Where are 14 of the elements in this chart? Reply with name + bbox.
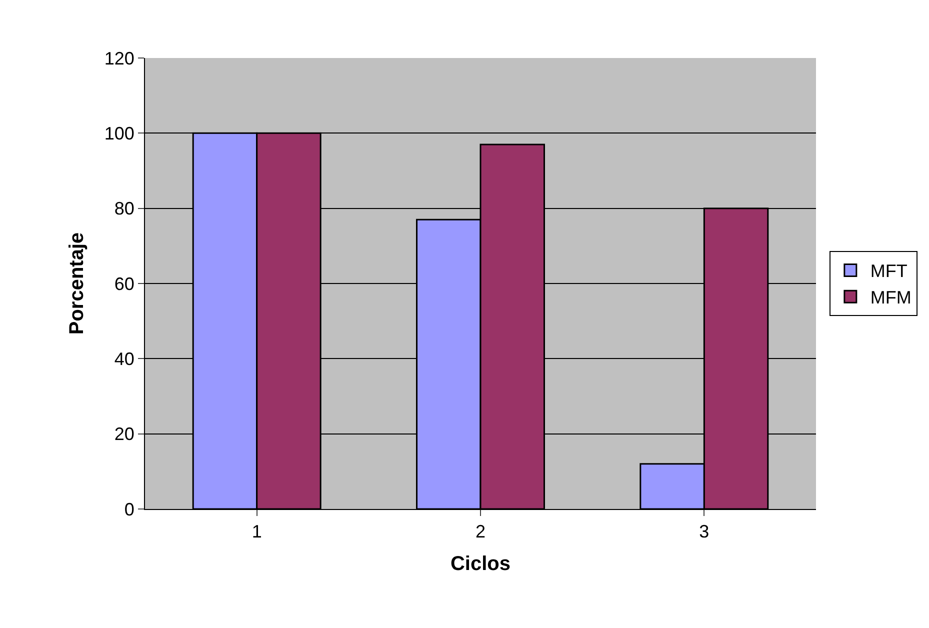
y-tick-label: 60 bbox=[114, 274, 134, 294]
x-axis-title: Ciclos bbox=[450, 553, 511, 576]
x-tick-label: 1 bbox=[252, 522, 262, 542]
y-tick-label: 40 bbox=[114, 348, 134, 369]
x-tick-label: 2 bbox=[475, 522, 486, 542]
legend-label: MFM bbox=[870, 288, 912, 308]
y-tick-label: 120 bbox=[104, 48, 134, 68]
y-axis-title: Porcentaje bbox=[66, 232, 88, 335]
legend-label: MFT bbox=[870, 261, 908, 282]
y-tick-label: 80 bbox=[114, 198, 134, 219]
y-tick-label: 100 bbox=[104, 123, 134, 144]
x-tick-label: 3 bbox=[699, 522, 710, 542]
y-tick-label: 0 bbox=[124, 499, 134, 520]
y-tick-label: 20 bbox=[114, 424, 134, 444]
